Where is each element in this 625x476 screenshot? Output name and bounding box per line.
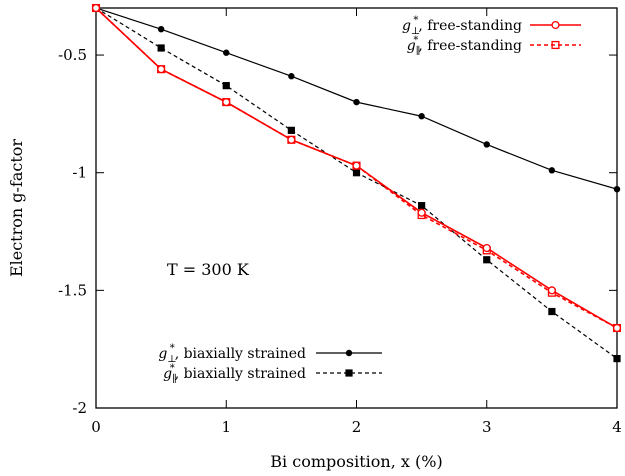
data-point [547,286,556,295]
x-tick-label: 4 [612,418,622,436]
legend-entry-g-biaxially-strained: g∥*, biaxially strained [163,363,382,385]
legend-entry-g-free-standing: g∥*, free-standing [407,35,581,57]
data-point [222,82,230,90]
data-point [352,169,361,177]
series-markers-1 [91,3,622,333]
data-point [548,167,556,174]
legend-label: g∥*, free-standing [407,35,522,57]
legend-label: g∥*, biaxially strained [163,363,306,385]
legend-label: g⊥*, biaxially strained [158,343,306,365]
y-tick-label: -0.5 [58,46,87,64]
y-tick-label: -1 [72,164,87,182]
series-line-4 [96,8,617,360]
y-tick-label: -1.5 [58,281,87,299]
legend-label: g⊥*, free-standing [402,15,522,37]
data-point [345,349,353,357]
y-axis: -2 -1.5 -1 -0.5 [58,46,617,417]
data-point [418,202,426,210]
temperature-annotation: T = 300 K [167,260,250,279]
y-tick-label: -2 [72,399,87,417]
data-point [157,44,165,52]
y-axis-title: Electron g-factor [7,139,26,277]
data-point [612,323,622,333]
data-point [548,307,556,316]
data-point [157,25,165,33]
data-point [417,208,426,217]
data-point [418,113,425,120]
marker-layer [91,3,622,363]
data-point [353,98,360,106]
data-point [551,20,560,30]
data-point [222,98,231,107]
x-tick-label: 3 [482,418,492,436]
series-markers-4 [92,4,621,363]
data-point [483,141,490,148]
data-point [613,185,621,193]
data-point [345,369,353,377]
x-tick-label: 1 [221,418,231,436]
data-point [157,65,166,74]
series-layer [96,8,617,360]
x-axis: 0 1 2 3 4 [91,8,622,436]
x-tick-label: 0 [91,418,101,436]
data-point [287,135,296,144]
data-point [91,3,101,13]
legend-entry-g-free-standing: g⊥*, free-standing [402,15,581,37]
data-point [483,256,491,264]
data-point [287,126,295,134]
data-point [352,161,361,170]
x-axis-title: Bi composition, x (%) [270,452,442,471]
x-tick-label: 2 [352,418,362,436]
data-point [482,243,491,253]
data-point [288,73,295,80]
data-point [223,49,230,56]
legend-entry-g-biaxially-strained: g⊥*, biaxially strained [158,343,382,365]
data-point [551,40,560,50]
data-point [613,354,621,363]
